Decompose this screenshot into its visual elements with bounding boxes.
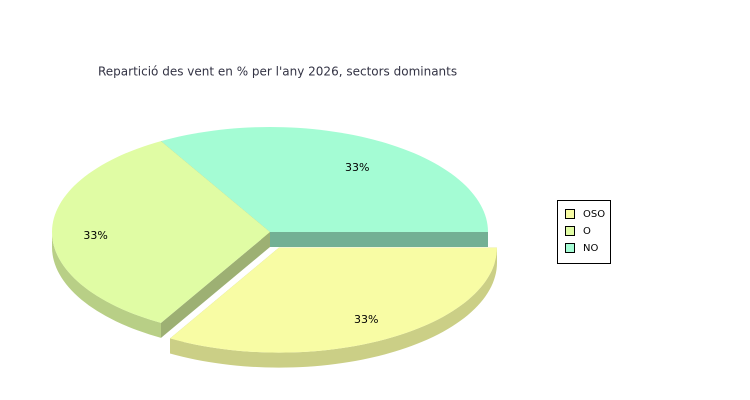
legend-swatch <box>565 226 575 236</box>
slice-side <box>170 247 497 368</box>
slice <box>52 141 270 323</box>
legend-label: O <box>583 226 591 237</box>
data-label: 33% <box>83 229 107 242</box>
slice <box>170 247 497 353</box>
legend-label: OSO <box>583 209 605 220</box>
slice <box>51 141 270 338</box>
legend-swatch <box>565 209 575 219</box>
data-label: 33% <box>345 161 369 174</box>
slice <box>161 127 488 232</box>
legend-swatch <box>565 243 575 253</box>
legend-label: NO <box>583 243 598 254</box>
slice-cut-face <box>270 232 488 247</box>
slice <box>170 247 497 368</box>
slice-side <box>51 232 161 338</box>
chart-title: Repartició des vent en % per l'any 2026,… <box>98 65 457 79</box>
data-label: 33% <box>354 313 378 326</box>
slice-cut-face <box>161 232 270 338</box>
